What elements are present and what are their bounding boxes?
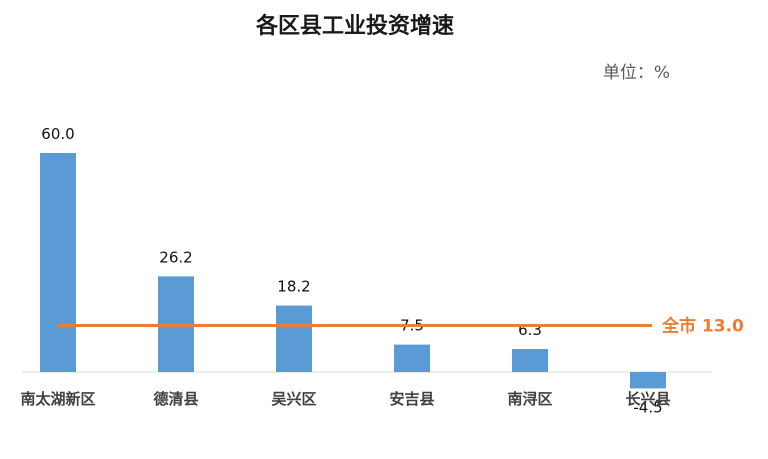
category-tick-label: 南浔区: [507, 390, 552, 408]
unit-label: 单位：%: [603, 63, 670, 83]
value-label: 18.2: [277, 278, 310, 296]
value-label: 60.0: [41, 125, 74, 143]
value-label: 26.2: [159, 248, 192, 266]
category-tick-label: 吴兴区: [271, 390, 316, 408]
category-tick-label: 南太湖新区: [20, 390, 95, 408]
category-tick-label: 安吉县: [389, 390, 434, 408]
city-average-label: 全市 13.0: [661, 316, 744, 337]
value-label: -4.5: [633, 398, 662, 416]
category-tick-label: 德清县: [153, 390, 198, 408]
category-tick-labels: 南太湖新区 德清县 吴兴区 安吉县 南浔区 长兴县: [20, 390, 670, 408]
chart-title: 各区县工业投资增速: [255, 13, 454, 39]
value-label: 6.3: [518, 321, 542, 339]
bar: [394, 344, 430, 372]
bar: [276, 305, 312, 372]
bar: [40, 153, 76, 372]
category-tick-label: 长兴县: [625, 390, 670, 408]
bar: [630, 372, 666, 389]
bar-series: [40, 153, 666, 389]
bar: [512, 349, 548, 372]
value-labels: 60.026.218.27.5 6.3-4.5: [41, 125, 662, 416]
